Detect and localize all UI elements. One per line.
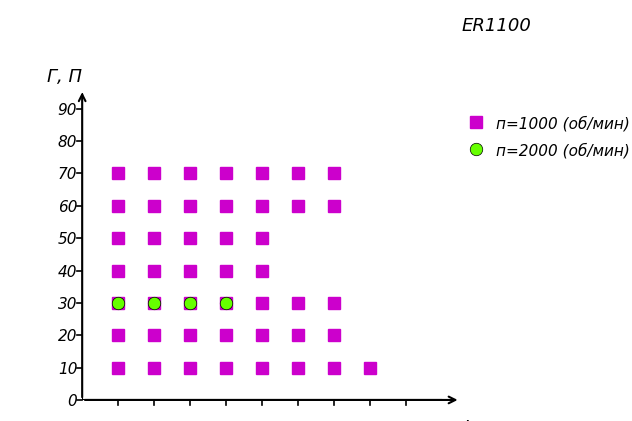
Legend: п=1000 (об/мин), п=2000 (об/мин): п=1000 (об/мин), п=2000 (об/мин): [468, 116, 629, 158]
Text: L, мм: L, мм: [464, 419, 513, 421]
Text: ER1100: ER1100: [461, 17, 532, 35]
Text: Г, П: Г, П: [47, 68, 82, 86]
